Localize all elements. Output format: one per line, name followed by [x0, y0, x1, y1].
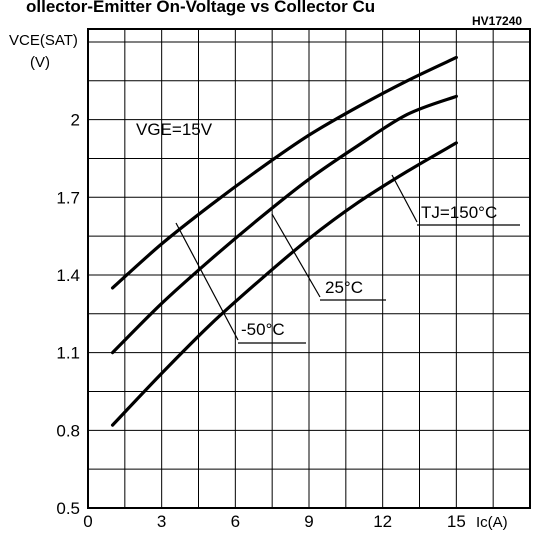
series-label: 25°C	[325, 278, 363, 297]
x-tick-label: 6	[231, 512, 240, 531]
y-tick-label: 1.1	[56, 344, 80, 363]
y-tick-label: 1.7	[56, 188, 80, 207]
x-tick-label: 12	[373, 512, 392, 531]
series-layer	[110, 55, 458, 427]
y-tick-label: 0.8	[56, 421, 80, 440]
figure-code: HV17240	[472, 14, 522, 28]
tick-labels: 0 3 6 9 12 15 0.5 0.8 1.1 1.4 1.7 2	[56, 111, 465, 531]
plot-frame	[87, 28, 531, 509]
x-tick-label: 3	[157, 512, 166, 531]
y-tick-label: 2	[71, 111, 80, 130]
chart-title: ollector-Emitter On-Voltage vs Collector…	[26, 0, 375, 16]
x-axis-label: Ic(A)	[476, 514, 508, 531]
y-axis-label-line1: VCE(SAT)	[9, 32, 78, 49]
series-leader-line	[175, 222, 239, 341]
series-line-1	[110, 94, 458, 355]
series-leader-line	[391, 174, 418, 223]
series-line-0	[110, 55, 458, 290]
annotations: TJ=150°C 25°C -50°C	[175, 174, 520, 344]
x-tick-label: 9	[304, 512, 313, 531]
grid	[87, 28, 531, 509]
series-label: -50°C	[241, 320, 285, 339]
series-leader-line	[271, 213, 321, 298]
y-tick-label: 0.5	[56, 499, 80, 518]
series-line-2	[110, 141, 458, 427]
series-label: TJ=150°C	[421, 203, 497, 222]
y-tick-label: 1.4	[56, 266, 80, 285]
y-axis-label-line2: (V)	[30, 54, 50, 71]
x-tick-label: 15	[447, 512, 466, 531]
x-tick-label: 0	[83, 512, 92, 531]
vge-annotation: VGE=15V	[136, 120, 213, 139]
